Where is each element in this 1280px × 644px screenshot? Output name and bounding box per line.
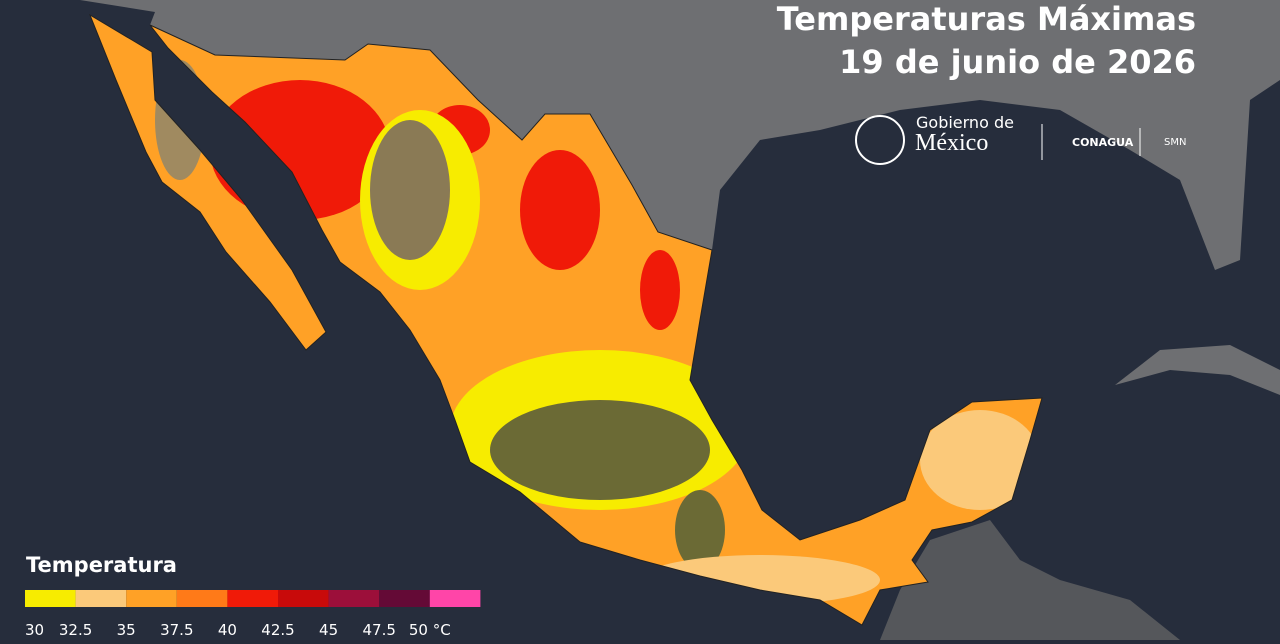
legend-swatch bbox=[328, 590, 380, 607]
field-terrain bbox=[675, 490, 725, 570]
legend-swatch bbox=[126, 590, 177, 607]
legend-swatch bbox=[278, 590, 329, 607]
legend-tick-label: 30 bbox=[25, 621, 44, 639]
legend-tick-label: 37.5 bbox=[160, 621, 193, 639]
us-land bbox=[80, 0, 1280, 270]
legend-tick-label: 47.5 bbox=[362, 621, 395, 639]
legend-swatch bbox=[429, 590, 481, 607]
logo-text: México bbox=[915, 130, 988, 156]
logo-text: SMN bbox=[1164, 137, 1186, 148]
legend-tick-label: 40 bbox=[218, 621, 237, 639]
subtitle: 19 de junio de 2026 bbox=[839, 43, 1196, 81]
field-mild bbox=[920, 410, 1040, 510]
central-america bbox=[880, 520, 1180, 640]
legend-tick-label: 32.5 bbox=[59, 621, 92, 639]
legend-tick-label: 45 bbox=[319, 621, 338, 639]
field-terrain bbox=[490, 400, 710, 500]
field-hot bbox=[640, 250, 680, 330]
legend-tick-label: 42.5 bbox=[261, 621, 294, 639]
legend-tick-label: 35 bbox=[117, 621, 136, 639]
title: Temperaturas Máximas bbox=[777, 0, 1196, 38]
legend-swatch bbox=[75, 590, 127, 607]
legend-tick-label: 50 °C bbox=[409, 621, 451, 639]
legend-title: Temperatura bbox=[26, 553, 177, 577]
legend-swatch bbox=[25, 590, 76, 607]
legend-swatch bbox=[379, 590, 430, 607]
seal bbox=[855, 115, 905, 165]
legend: 30 32.5 35 37.5 40 42.5 45 47.5 50 °C bbox=[25, 590, 481, 639]
field-hot bbox=[520, 150, 600, 270]
logo-text: CONAGUA bbox=[1072, 136, 1134, 149]
logo-text: Gobierno de bbox=[916, 113, 1014, 132]
legend-swatch bbox=[176, 590, 228, 607]
legend-swatch bbox=[227, 590, 278, 607]
cuba bbox=[1115, 345, 1280, 395]
field-terrain bbox=[370, 120, 450, 260]
